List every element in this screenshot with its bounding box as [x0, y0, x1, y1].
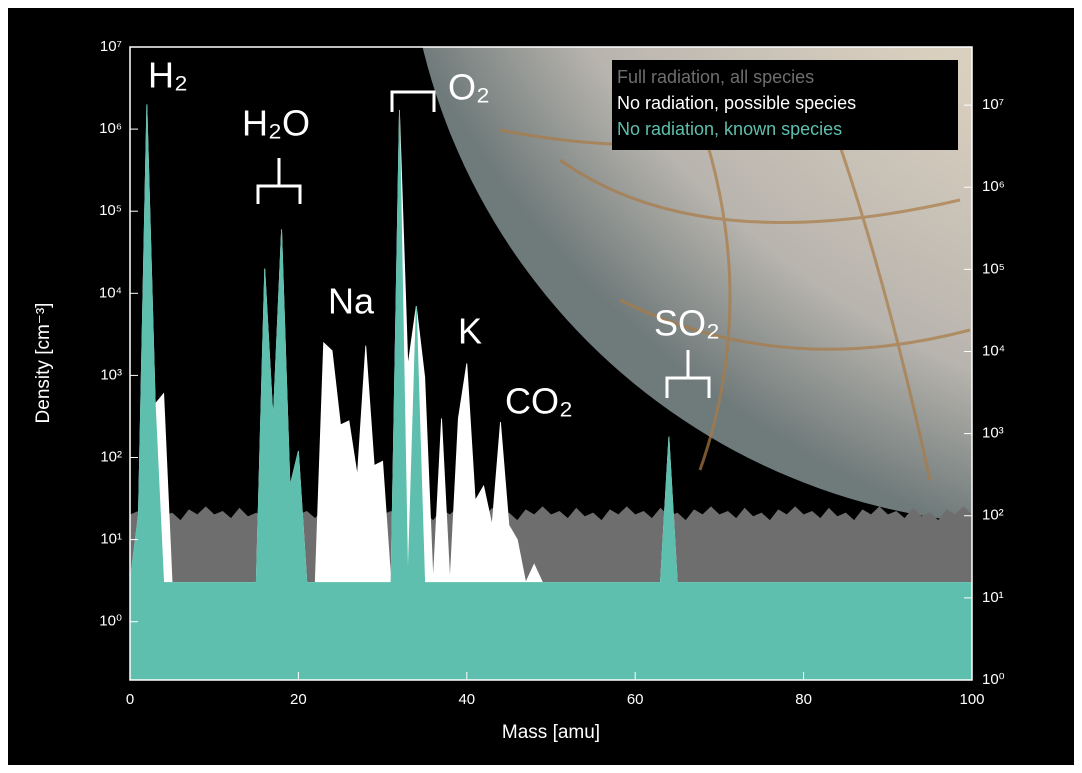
y-tick-label: 10⁶ — [99, 120, 122, 137]
plot-frame — [129, 46, 973, 681]
species-label: H₂O — [242, 103, 310, 144]
legend-box — [612, 60, 958, 150]
y2-tick-label: 10⁰ — [982, 671, 1005, 688]
x-tick-label: 80 — [795, 691, 812, 708]
x-tick-label: 100 — [959, 691, 984, 708]
y-tick-label: 10⁷ — [100, 38, 122, 55]
y2-tick-label: 10¹ — [982, 589, 1004, 606]
species-label: SO₂ — [654, 303, 720, 344]
y-tick-label: 10³ — [100, 366, 122, 383]
y-tick-label: 10⁵ — [99, 202, 122, 219]
x-tick-label: 0 — [126, 691, 134, 708]
species-label: O₂ — [448, 67, 490, 108]
x-axis-label: Mass [amu] — [502, 722, 600, 743]
species-label: CO₂ — [505, 381, 573, 422]
brackets — [256, 90, 711, 398]
x-tick-label: 60 — [627, 691, 644, 708]
species-label: Na — [328, 281, 375, 322]
y-tick-label: 10⁴ — [99, 284, 122, 301]
legend-entry: No radiation, possible species — [617, 93, 856, 113]
series-area — [130, 104, 972, 680]
y2-tick-label: 10² — [982, 507, 1004, 524]
y-tick-label: 10⁰ — [99, 613, 122, 630]
moon-image — [422, 47, 972, 523]
x-tick-label: 40 — [458, 691, 475, 708]
species-label: K — [458, 311, 482, 352]
y2-tick-label: 10⁶ — [982, 178, 1005, 195]
y-tick-label: 10¹ — [100, 531, 122, 548]
y-axis-label: Density [cm⁻³] — [33, 303, 54, 424]
legend-entry: Full radiation, all species — [617, 67, 814, 87]
legend-entry: No radiation, known species — [617, 119, 842, 139]
y-tick-label: 10² — [100, 448, 122, 465]
y2-tick-label: 10³ — [982, 425, 1004, 442]
y2-tick-label: 10⁷ — [982, 96, 1004, 113]
y2-tick-label: 10⁵ — [982, 260, 1005, 277]
y2-tick-label: 10⁴ — [982, 342, 1005, 359]
species-label: H₂ — [148, 55, 188, 96]
x-tick-label: 20 — [290, 691, 307, 708]
